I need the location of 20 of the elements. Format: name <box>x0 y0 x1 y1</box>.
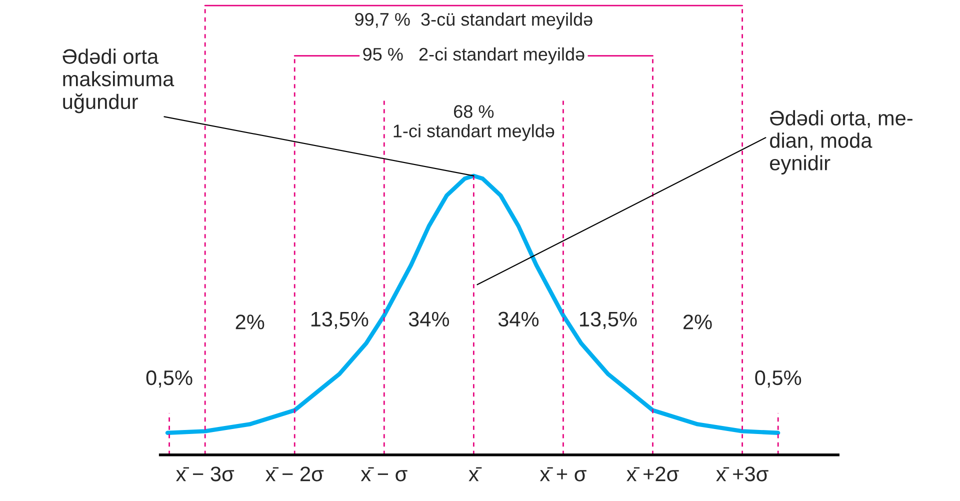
x-tick-label: x̄ − 3σ <box>176 466 234 482</box>
annotation: 34% <box>498 312 539 327</box>
x-tick-label: x̄ − σ <box>360 467 408 482</box>
text: Ədədi orta, me- dian, moda eynidir <box>770 110 912 174</box>
x-tick-label: x̄ + σ <box>540 467 586 482</box>
annotation: 2% <box>684 314 712 330</box>
annotation: 0,5% <box>755 370 802 388</box>
annotation: 0,5% <box>146 370 192 388</box>
annotation: 2% <box>236 314 264 330</box>
x-tick-label: x̄ − 2σ <box>266 466 324 482</box>
annotation: 34% <box>408 312 450 327</box>
annotation: 13,5% <box>311 312 368 329</box>
x-tick-label: x̄ +2σ <box>626 466 679 482</box>
x-tick-label: x̄ <box>468 467 482 482</box>
x-tick-label: x̄ +3σ <box>716 466 768 482</box>
text: 99,7 % 3-cü standart meyildə <box>355 12 592 30</box>
annotation: 13,5% <box>580 312 637 329</box>
annotation: Ədədi orta maksimuma uğundur <box>62 48 174 114</box>
text: 95 % 2-ci standart meyildə <box>363 47 584 64</box>
text: 68 % 1-ci standart meyldə <box>394 105 554 141</box>
